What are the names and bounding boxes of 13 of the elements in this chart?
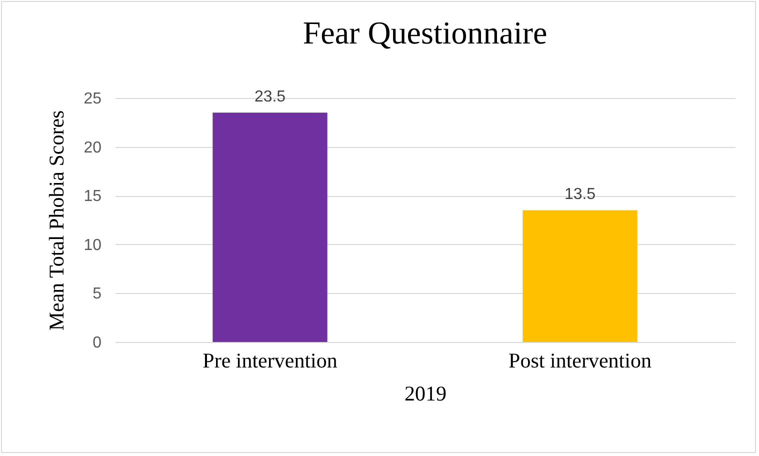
y-tick-label: 0 xyxy=(92,334,102,352)
data-label: 13.5 xyxy=(564,186,596,204)
y-tick-label: 10 xyxy=(84,236,102,254)
y-axis-title: Mean Total Phobia Scores xyxy=(44,110,69,331)
y-tick-label: 5 xyxy=(92,286,102,303)
x-tick-label: Post intervention xyxy=(508,348,652,372)
x-tick-label: Pre intervention xyxy=(202,348,338,372)
y-tick-label: 15 xyxy=(84,188,102,206)
y-tick-label: 20 xyxy=(84,139,102,156)
chart-title: Fear Questionnaire xyxy=(302,14,548,51)
y-tick-label: 25 xyxy=(84,90,102,108)
data-label: 23.5 xyxy=(254,88,286,106)
x-axis-title: 2019 xyxy=(404,382,446,406)
